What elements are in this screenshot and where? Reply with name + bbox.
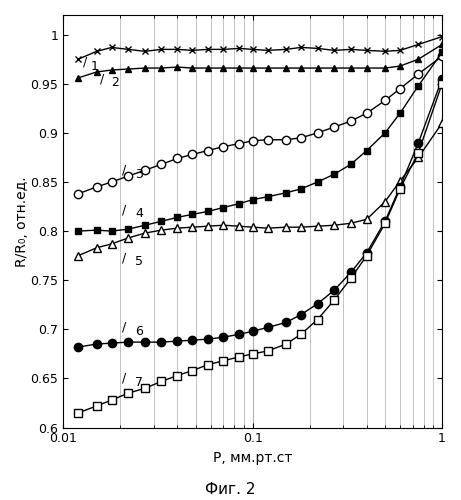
Text: /: / (122, 372, 126, 385)
Text: /: / (122, 203, 126, 216)
Text: 7: 7 (135, 376, 143, 389)
Y-axis label: R/R₀, отн.ед.: R/R₀, отн.ед. (15, 176, 29, 266)
Text: 2: 2 (112, 76, 119, 90)
Text: 1: 1 (91, 60, 99, 72)
Text: /: / (122, 321, 126, 334)
Text: /: / (83, 56, 87, 68)
Text: 4: 4 (135, 207, 143, 220)
Text: 3: 3 (135, 168, 143, 180)
X-axis label: Р, мм.рт.ст: Р, мм.рт.ст (213, 451, 292, 465)
Text: /: / (100, 72, 104, 86)
Text: /: / (122, 251, 126, 264)
Text: Фиг. 2: Фиг. 2 (205, 482, 256, 498)
Text: 6: 6 (135, 325, 143, 338)
Text: 5: 5 (135, 255, 143, 268)
Text: /: / (122, 164, 126, 176)
